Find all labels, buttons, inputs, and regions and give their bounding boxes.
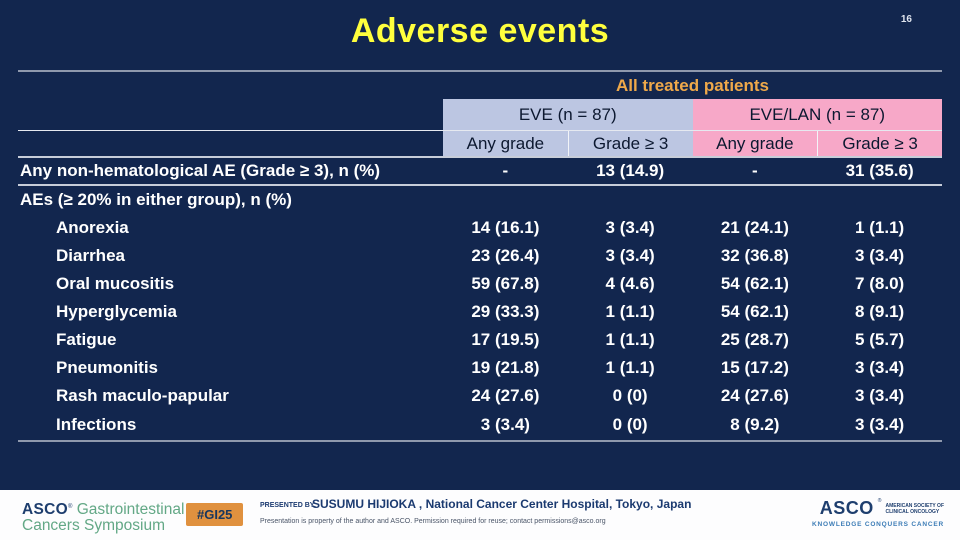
adverse-events-table: All treated patients EVE (n = 87) EVE/LA… (18, 70, 942, 442)
cell-value: 54 (62.1) (720, 302, 789, 321)
cell-value: 17 (19.5) (471, 330, 540, 349)
cell-value: 5 (5.7) (855, 330, 905, 349)
asco-society-line2: CLINICAL ONCOLOGY (885, 508, 940, 515)
cell-value: 24 (27.6) (471, 386, 540, 405)
cell-value: 1 (1.1) (605, 358, 655, 377)
all-treated-patients-row: All treated patients (18, 72, 942, 99)
page-number: 16 (900, 14, 912, 25)
row-label: Diarrhea (56, 246, 125, 265)
cell-value: 7 (8.0) (855, 274, 905, 293)
presented-by-label: PRESENTED BY: (260, 502, 317, 509)
table-row: Pneumonitis 19 (21.8) 1 (1.1) 15 (17.2) … (18, 354, 942, 382)
gi25-hashtag-badge: #GI25 (186, 503, 244, 526)
row-label: Oral mucositis (56, 274, 175, 293)
table-row: Infections 3 (3.4) 0 (0) 8 (9.2) 3 (3.4) (18, 410, 942, 440)
asco-logo-name: ASCO (819, 498, 874, 518)
cell-value: 21 (24.1) (720, 218, 789, 237)
col-header-evelan-any-grade: Any grade (692, 131, 818, 156)
cell-value: 32 (36.8) (720, 246, 789, 265)
cell-value: 1 (1.1) (605, 330, 655, 349)
table-row-summary: Any non-hematological AE (Grade ≥ 3), n … (18, 158, 942, 186)
spacer-cell (18, 131, 443, 156)
cell-value: 59 (67.8) (471, 274, 540, 293)
cell-value: 31 (35.6) (845, 161, 914, 180)
cell-value: - (502, 161, 509, 180)
cell-value: 4 (4.6) (605, 274, 655, 293)
cell-value: 3 (3.4) (855, 386, 905, 405)
asco-logo-top: ASCO ® AMERICAN SOCIETY OF CLINICAL ONCO… (812, 498, 944, 519)
asco-gi-symposium-logo: ASCO® Gastrointestinal Cancers Symposium (22, 499, 184, 534)
table-row: Oral mucositis 59 (67.8) 4 (4.6) 54 (62.… (18, 270, 942, 298)
cell-value: 1 (1.1) (605, 302, 655, 321)
asco-tagline: KNOWLEDGE CONQUERS CANCER (812, 521, 944, 528)
row-label: Hyperglycemia (56, 302, 177, 321)
row-label: Rash maculo-papular (56, 386, 229, 405)
row-label: Fatigue (56, 330, 117, 349)
table-row: Hyperglycemia 29 (33.3) 1 (1.1) 54 (62.1… (18, 298, 942, 326)
group-header-row: EVE (n = 87) EVE/LAN (n = 87) (18, 99, 942, 131)
spacer-cell (18, 99, 443, 130)
table-section-row: AEs (≥ 20% in either group), n (%) (18, 186, 942, 214)
eve-group-header: EVE (n = 87) (443, 99, 693, 130)
cell-value: 3 (3.4) (855, 246, 905, 265)
cell-value: 1 (1.1) (855, 218, 905, 237)
cell-value: 3 (3.4) (605, 246, 655, 265)
gi-logo-gastrointestinal-text: Gastrointestinal (76, 501, 185, 519)
asco-logo: ASCO ® AMERICAN SOCIETY OF CLINICAL ONCO… (812, 498, 944, 528)
col-header-eve-grade3: Grade ≥ 3 (567, 131, 693, 156)
section-label: AEs (≥ 20% in either group), n (%) (20, 190, 292, 209)
asco-society-text: AMERICAN SOCIETY OF CLINICAL ONCOLOGY (885, 503, 944, 515)
cell-value: 29 (33.3) (471, 302, 540, 321)
gi-logo-cancers-symposium-text: Cancers Symposium (22, 517, 165, 535)
asco-society-line1: AMERICAN SOCIETY OF (885, 502, 944, 509)
sub-header-row: Any grade Grade ≥ 3 Any grade Grade ≥ 3 (18, 131, 942, 158)
row-label: Anorexia (56, 218, 129, 237)
cell-value: 15 (17.2) (720, 358, 789, 377)
spacer-cell (18, 72, 443, 99)
permission-disclaimer: Presentation is property of the author a… (260, 518, 606, 525)
slide-title: Adverse events (350, 12, 610, 50)
table-row: Anorexia 14 (16.1) 3 (3.4) 21 (24.1) 1 (… (18, 214, 942, 242)
table-row: Fatigue 17 (19.5) 1 (1.1) 25 (28.7) 5 (5… (18, 326, 942, 354)
table-row: Diarrhea 23 (26.4) 3 (3.4) 32 (36.8) 3 (… (18, 242, 942, 270)
col-header-evelan-grade3: Grade ≥ 3 (817, 131, 942, 156)
cell-value: 8 (9.1) (855, 302, 905, 321)
cell-value: 54 (62.1) (720, 274, 789, 293)
cell-value: 3 (3.4) (855, 358, 905, 377)
cell-value: 3 (3.4) (855, 415, 905, 434)
cell-value: 0 (0) (612, 386, 648, 405)
gi-logo-line1: ASCO® Gastrointestinal (22, 499, 184, 518)
col-header-eve-any-grade: Any grade (443, 131, 568, 156)
all-treated-patients-header: All treated patients (615, 75, 770, 95)
presenter-name: SUSUMU HIJIOKA , National Cancer Center … (312, 497, 692, 511)
row-label: Pneumonitis (56, 358, 159, 377)
evelan-group-header: EVE/LAN (n = 87) (692, 99, 942, 130)
footer: ASCO® Gastrointestinal Cancers Symposium… (0, 490, 960, 540)
cell-value: 8 (9.2) (730, 415, 780, 434)
cell-value: 0 (0) (612, 415, 648, 434)
cell-value: 23 (26.4) (471, 246, 540, 265)
cell-value: - (752, 161, 758, 180)
cell-value: 19 (21.8) (471, 358, 540, 377)
cell-value: 25 (28.7) (720, 330, 789, 349)
cell-value: 24 (27.6) (720, 386, 789, 405)
cell-value: 13 (14.9) (596, 161, 665, 180)
row-label: Any non-hematological AE (Grade ≥ 3), n … (20, 161, 381, 180)
registered-mark: ® (877, 498, 882, 504)
cell-value: 3 (3.4) (480, 415, 530, 434)
registered-mark: ® (67, 504, 73, 510)
table-row: Rash maculo-papular 24 (27.6) 0 (0) 24 (… (18, 382, 942, 410)
cell-value: 3 (3.4) (605, 218, 655, 237)
row-label: Infections (56, 415, 137, 434)
cell-value: 14 (16.1) (471, 218, 540, 237)
gi-logo-asco-text: ASCO (22, 501, 68, 519)
